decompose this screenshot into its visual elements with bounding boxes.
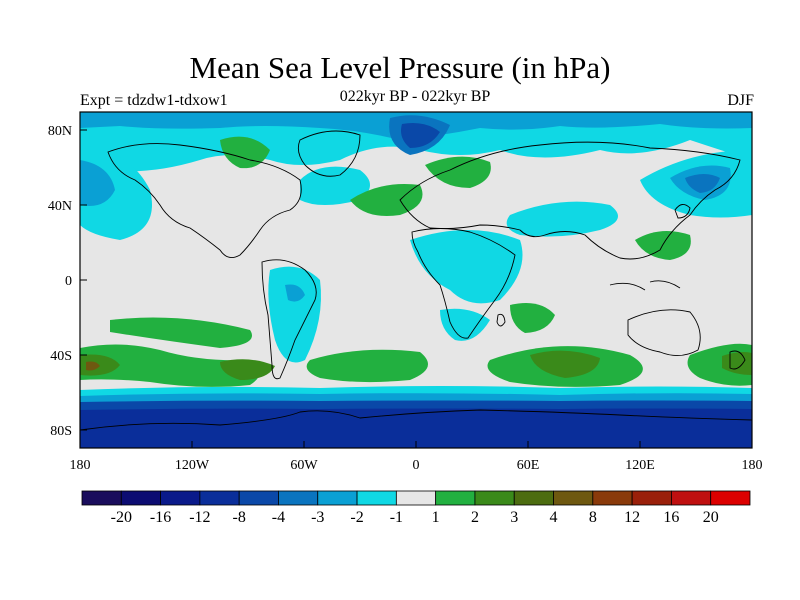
coastlines [80,130,752,431]
colorbar-swatch [592,490,633,506]
colorbar-swatch [199,490,240,506]
longitude-axis: 180 120W 60W 0 60E 120E 180 [70,441,763,473]
colorbar-swatch [513,490,554,506]
colorbar-label: -2 [350,509,363,526]
colorbar: -20 -16 -12 -8 -4 -3 -2 -1 1 2 3 4 8 12 16 20 [81,490,751,526]
colorbar-swatch [120,490,161,506]
colorbar-label: 2 [471,509,479,526]
colorbar-label: -8 [233,509,246,526]
lon-tick-label: 60W [290,458,318,473]
colorbar-label: -1 [390,509,403,526]
period-subtitle: 022kyr BP - 022kyr BP [339,88,491,105]
colorbar-swatch [317,490,358,506]
lat-tick-label: 40N [48,199,72,214]
colorbar-swatch [671,490,712,506]
lat-tick-label: 80N [48,124,72,139]
pressure-field [80,112,752,448]
colorbar-label: 12 [624,509,640,526]
colorbar-label: -4 [272,509,285,526]
colorbar-swatch [435,490,476,506]
colorbar-label: -16 [150,509,171,526]
colorbar-swatch [474,490,515,506]
colorbar-swatch [553,490,594,506]
colorbar-label: -20 [111,509,132,526]
latitude-axis: 80N 40N 0 40S 80S [48,124,87,439]
colorbar-label: 8 [589,509,597,526]
colorbar-label: 16 [663,509,679,526]
colorbar-label: 20 [703,509,719,526]
colorbar-swatch [278,490,319,506]
lon-tick-label: 180 [70,458,91,473]
season-label: DJF [727,92,754,109]
lat-tick-label: 40S [50,349,72,364]
colorbar-swatch [160,490,201,506]
map-title: Mean Sea Level Pressure (in hPa) [189,50,611,85]
colorbar-label: 1 [432,509,440,526]
colorbar-swatch [356,490,397,506]
colorbar-swatch [710,490,751,506]
colorbar-swatch [238,490,279,506]
colorbar-label: -12 [189,509,210,526]
lon-tick-label: 180 [742,458,763,473]
colorbar-swatch [81,490,122,506]
colorbar-label: -3 [311,509,324,526]
colorbar-label: 4 [550,509,558,526]
experiment-label: Expt = tdzdw1-tdxow1 [80,92,228,109]
lon-tick-label: 0 [413,458,420,473]
lon-tick-label: 60E [517,458,540,473]
lat-tick-label: 0 [65,274,72,289]
colorbar-swatch [395,490,437,506]
lon-tick-label: 120W [175,458,210,473]
lat-tick-label: 80S [50,424,72,439]
lon-tick-label: 120E [625,458,655,473]
colorbar-swatch [631,490,672,506]
colorbar-label: 3 [510,509,518,526]
